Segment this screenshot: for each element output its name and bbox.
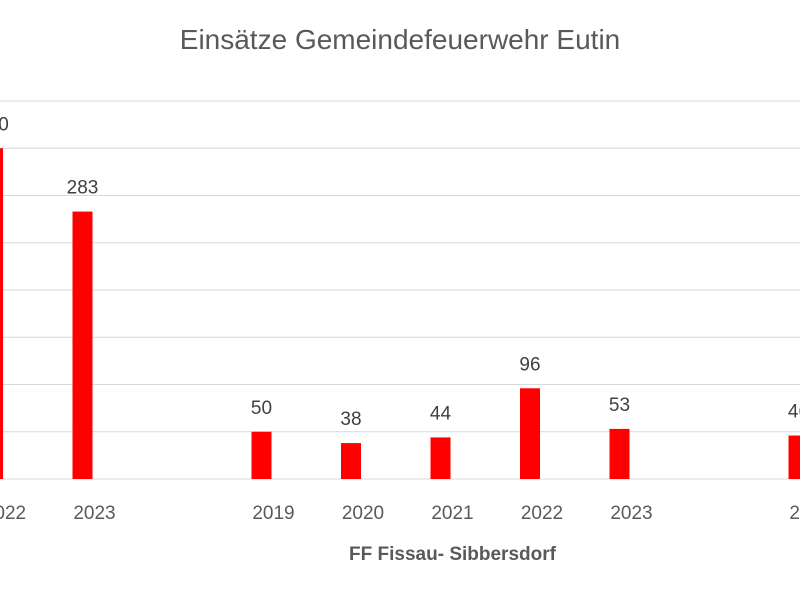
x-tick-label: 2019 bbox=[789, 503, 800, 524]
data-label: 50 bbox=[251, 398, 272, 419]
x-tick-label: 2022 bbox=[0, 503, 26, 524]
x-tick-label: 2020 bbox=[342, 503, 384, 524]
bar bbox=[72, 211, 93, 479]
data-label: 350 bbox=[0, 114, 9, 135]
chart-title: Einsätze Gemeindefeuerwehr Eutin bbox=[179, 24, 621, 55]
x-tick-label: 2019 bbox=[252, 503, 294, 524]
data-label: 38 bbox=[340, 409, 361, 430]
x-tick-label: 2023 bbox=[73, 503, 115, 524]
x-tick-label: 2023 bbox=[610, 503, 652, 524]
bar bbox=[520, 388, 540, 479]
data-label: 46 bbox=[788, 402, 800, 423]
data-label: 96 bbox=[519, 354, 540, 375]
bar bbox=[430, 437, 451, 479]
x-tick-label: 2022 bbox=[521, 503, 563, 524]
x-tick-label: 2021 bbox=[431, 503, 473, 524]
data-label: 53 bbox=[609, 395, 630, 416]
bar bbox=[609, 428, 630, 479]
group-label: FF Fissau- Sibbersdorf bbox=[349, 544, 557, 565]
data-label: 44 bbox=[430, 403, 452, 424]
bar bbox=[788, 435, 800, 479]
bar bbox=[251, 431, 272, 479]
bar bbox=[0, 148, 3, 479]
data-label: 283 bbox=[67, 178, 99, 199]
bar bbox=[341, 443, 361, 479]
